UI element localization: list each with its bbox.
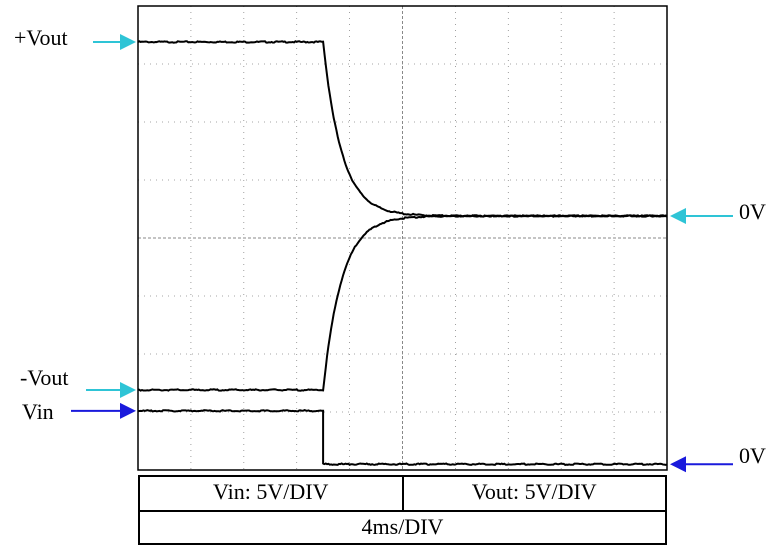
- graticule: [138, 6, 667, 470]
- scale-table: Vin: 5V/DIV Vout: 5V/DIV 4ms/DIV: [138, 475, 667, 545]
- label-vin: Vin: [22, 399, 54, 424]
- label-vout-neg: -Vout: [20, 365, 69, 390]
- trace-vout-neg: [137, 214, 668, 392]
- arrow-vout-neg-head: [120, 381, 136, 398]
- arrow-vin-head: [120, 402, 136, 419]
- plot-frame: [137, 5, 668, 471]
- scale-row-time: 4ms/DIV: [140, 512, 665, 543]
- arrow-zero-vin-head: [670, 456, 686, 473]
- markers: [71, 33, 733, 473]
- arrow-vout-pos-head: [120, 33, 136, 50]
- vout-scale: Vout: 5V/DIV: [471, 479, 597, 504]
- vin-scale: Vin: 5V/DIV: [140, 477, 404, 510]
- scale-row-voltage: Vin: 5V/DIV Vout: 5V/DIV: [140, 477, 665, 512]
- traces: [137, 40, 668, 466]
- arrow-zero-vout-head: [670, 207, 686, 224]
- trace-vin: [138, 409, 668, 466]
- label-zero-vout: 0V: [739, 199, 766, 224]
- label-vout-pos: +Vout: [14, 25, 68, 50]
- label-zero-vin: 0V: [739, 443, 766, 468]
- time-scale: 4ms/DIV: [361, 514, 444, 539]
